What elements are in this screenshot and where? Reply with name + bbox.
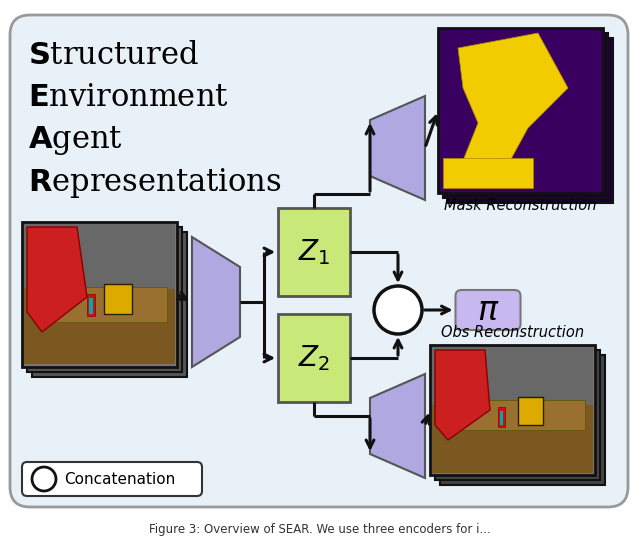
Text: $\mathbf{R}$epresentations: $\mathbf{R}$epresentations: [28, 166, 282, 200]
Text: Concatenation: Concatenation: [64, 472, 175, 486]
Bar: [27, 227, 182, 372]
Bar: [432, 347, 593, 412]
Bar: [432, 405, 593, 473]
Text: Mask Reconstruction: Mask Reconstruction: [444, 198, 596, 213]
Bar: [104, 284, 132, 314]
Text: $\mathbf{S}$tructured: $\mathbf{S}$tructured: [28, 40, 198, 71]
FancyBboxPatch shape: [456, 290, 520, 330]
FancyBboxPatch shape: [10, 15, 628, 507]
Bar: [445, 400, 585, 430]
Bar: [24, 289, 175, 364]
Polygon shape: [435, 350, 490, 440]
Bar: [22, 222, 177, 367]
Text: $Z_1$: $Z_1$: [298, 237, 330, 267]
Polygon shape: [192, 237, 240, 367]
Bar: [500, 411, 503, 425]
Polygon shape: [370, 96, 425, 200]
Bar: [498, 407, 505, 427]
Bar: [440, 355, 605, 485]
Text: $Z_2$: $Z_2$: [298, 343, 330, 373]
Bar: [430, 345, 595, 475]
Bar: [518, 397, 543, 425]
Text: $\mathbf{E}$nvironment: $\mathbf{E}$nvironment: [28, 82, 228, 113]
Circle shape: [374, 286, 422, 334]
Bar: [438, 28, 603, 193]
Bar: [443, 158, 533, 188]
Bar: [448, 38, 613, 203]
Polygon shape: [27, 227, 87, 332]
Bar: [278, 314, 350, 402]
FancyBboxPatch shape: [22, 462, 202, 496]
Bar: [32, 232, 187, 377]
Circle shape: [32, 467, 56, 491]
Text: Obs Reconstruction: Obs Reconstruction: [441, 325, 584, 340]
Bar: [37, 287, 167, 322]
Polygon shape: [370, 374, 425, 478]
Bar: [435, 350, 600, 480]
Bar: [87, 294, 95, 316]
Bar: [89, 298, 93, 314]
Bar: [278, 208, 350, 296]
Polygon shape: [458, 33, 568, 183]
Text: $\mathbf{A}$gent: $\mathbf{A}$gent: [28, 124, 123, 157]
Text: $\pi$: $\pi$: [477, 294, 499, 326]
Bar: [24, 224, 175, 296]
Text: Figure 3: Overview of SEAR. We use three encoders for i...: Figure 3: Overview of SEAR. We use three…: [149, 523, 491, 536]
Bar: [443, 33, 608, 198]
